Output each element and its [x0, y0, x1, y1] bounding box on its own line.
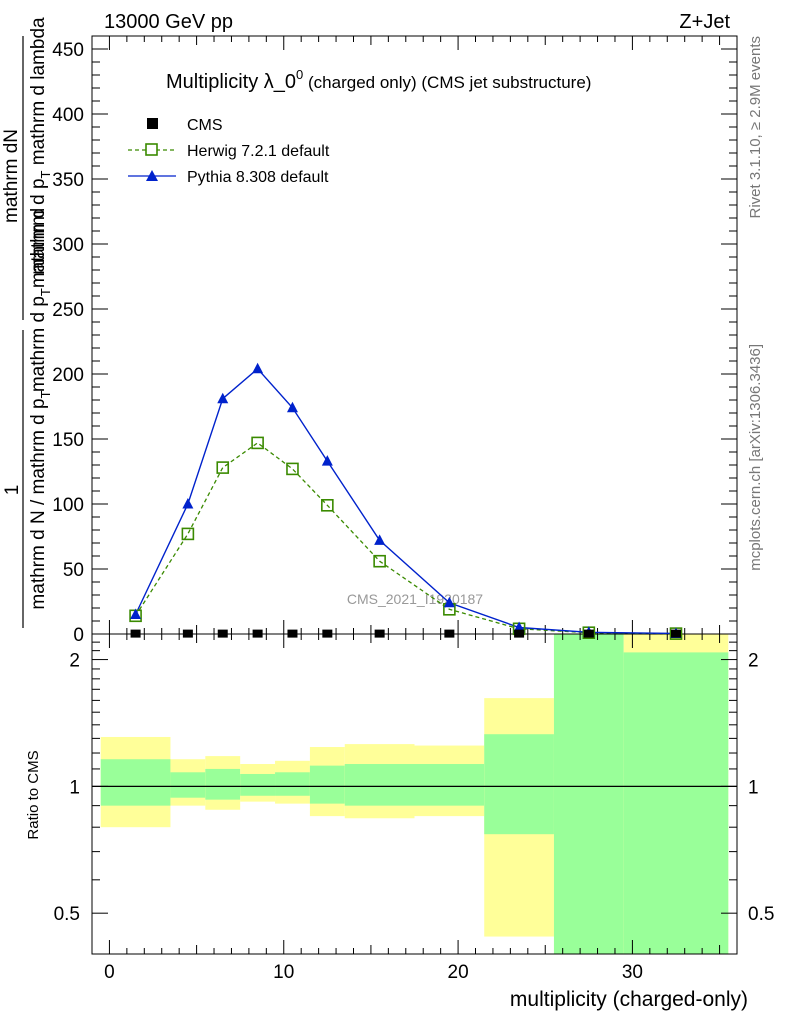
pythia-point	[217, 392, 229, 404]
ratio-panel-frame	[91, 633, 738, 955]
data-series	[129, 362, 683, 640]
main-title: Multiplicity λ_00 (charged only) (CMS je…	[166, 67, 591, 93]
pythia-point	[252, 362, 264, 374]
cms-point	[374, 629, 385, 638]
pythia-point	[321, 455, 333, 466]
pythia-point	[374, 534, 386, 545]
herwig-point	[286, 462, 299, 476]
ratio-band-inner	[623, 652, 729, 954]
ratio-band-inner	[170, 772, 206, 798]
legend-cms-label: CMS	[187, 117, 223, 134]
legend-pythia-label: Pythia 8.308 default	[187, 169, 329, 186]
ratio-band-inner	[484, 734, 554, 835]
ylabel-denominator-upper: mathrm d pT mathrm d lambda	[28, 17, 53, 275]
main-ylabel: mathrm dN mathrm d pT mathrm d lambda 1 …	[1, 17, 53, 628]
cms-point	[322, 629, 333, 638]
ylabel-middle: mathrm d pTmathrm d	[28, 208, 53, 392]
ratio-y-tick-label-right: 1	[748, 777, 759, 798]
legend-cms-marker	[147, 118, 158, 129]
x-tick-label: 0	[104, 962, 115, 983]
header-process: Z+Jet	[679, 11, 730, 33]
ratio-y-tick-label-left: 2	[69, 651, 80, 672]
herwig-point	[181, 527, 195, 541]
herwig-point	[321, 498, 334, 512]
y-tick-label: 450	[52, 40, 84, 61]
ylabel-denominator-lower: mathrm d N / mathrm d pT	[28, 390, 53, 609]
legend-herwig-label: Herwig 7.2.1 default	[187, 143, 330, 160]
ratio-band-inner	[309, 765, 345, 804]
legend-herwig-marker	[145, 143, 158, 156]
main-title-superscript: 0	[296, 67, 303, 82]
y-tick-label: 300	[52, 235, 84, 256]
ratio-y-tick-label-right: 0.5	[748, 904, 774, 925]
header-energy: 13000 GeV pp	[104, 11, 233, 33]
cms-point	[444, 629, 455, 638]
cms-point	[182, 629, 193, 638]
ratio-band-inner	[100, 759, 171, 806]
mcplots-label: mcplots.cern.ch [arXiv:1306.3436]	[747, 344, 764, 571]
pythia-point	[182, 498, 194, 509]
ratio-band-inner	[553, 634, 624, 954]
cms-point	[670, 629, 681, 638]
y-tick-label: 200	[52, 365, 84, 386]
x-tick-label: 10	[273, 962, 294, 983]
y-tick-label: 100	[52, 495, 84, 516]
herwig-point	[373, 554, 386, 568]
ratio-ylabel: Ratio to CMS	[25, 750, 42, 839]
herwig-line	[135, 442, 676, 635]
pythia-point	[443, 596, 455, 608]
ylabel-one: 1	[2, 485, 23, 496]
ratio-band-inner	[205, 768, 241, 800]
herwig-point	[251, 436, 264, 450]
cms-point	[130, 629, 141, 638]
rivet-version-label: Rivet 3.1.10, ≥ 2.9M events	[747, 36, 764, 219]
ratio-band-inner	[414, 764, 485, 806]
legend: CMS Herwig 7.2.1 default Pythia 8.308 de…	[128, 117, 330, 186]
main-title-suffix: (charged only) (CMS jet substructure)	[303, 73, 591, 92]
ratio-y-tick-label-right: 2	[748, 651, 759, 672]
cms-point	[217, 629, 228, 638]
cms-point	[583, 629, 594, 638]
y-tick-label: 50	[63, 560, 84, 581]
ratio-y-tick-label-left: 0.5	[54, 904, 80, 925]
ratio-band-inner	[344, 764, 415, 806]
pythia-point	[130, 608, 142, 619]
cms-point	[514, 629, 525, 638]
y-tick-label: 150	[52, 430, 84, 451]
ratio-bands	[100, 634, 729, 954]
legend-pythia-marker	[146, 170, 158, 181]
pythia-point	[513, 621, 525, 632]
ratio-band-inner	[240, 773, 276, 796]
analysis-tag: CMS_2021_I1920187	[347, 591, 483, 607]
main-title-prefix: Multiplicity λ_0	[166, 71, 296, 93]
ylabel-numerator: mathrm dN	[1, 129, 22, 223]
x-tick-label: 20	[448, 962, 469, 983]
cms-point	[287, 629, 298, 638]
y-tick-label: 0	[73, 625, 84, 646]
y-tick-label: 350	[52, 170, 84, 191]
pythia-point	[286, 401, 298, 413]
cms-point	[252, 629, 263, 638]
x-axis-label: multiplicity (charged-only)	[510, 988, 748, 1011]
ratio-y-tick-label-left: 1	[69, 777, 80, 798]
ratio-band-inner	[275, 772, 310, 796]
herwig-point	[216, 461, 230, 474]
x-tick-label: 30	[622, 962, 643, 983]
y-tick-label: 400	[52, 105, 84, 126]
y-tick-label: 250	[52, 300, 84, 321]
